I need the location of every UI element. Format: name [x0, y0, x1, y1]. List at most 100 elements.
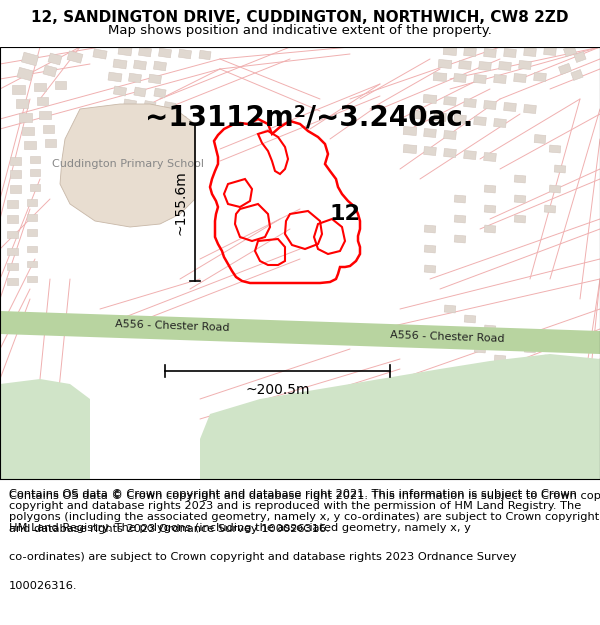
Bar [484, 49, 496, 58]
Bar [464, 48, 476, 56]
Text: A556 - Chester Road: A556 - Chester Road [390, 330, 505, 344]
Bar [424, 129, 436, 138]
Bar [27, 261, 37, 267]
Bar [7, 231, 17, 238]
Bar [514, 195, 526, 203]
Bar [464, 99, 476, 107]
Text: 100026316.: 100026316. [9, 581, 77, 591]
Bar [518, 61, 532, 69]
Bar [139, 48, 151, 57]
Bar [27, 214, 37, 221]
Bar [16, 99, 28, 107]
Bar [484, 325, 496, 333]
Bar [43, 65, 57, 77]
Bar [484, 101, 496, 109]
Bar [514, 215, 526, 223]
Bar [438, 59, 452, 69]
Text: A556 - Chester Road: A556 - Chester Road [115, 319, 230, 333]
Bar [424, 225, 436, 233]
Bar [48, 53, 62, 65]
Bar [7, 262, 17, 269]
Bar [128, 73, 142, 82]
Bar [43, 125, 53, 133]
Bar [571, 69, 583, 81]
Bar [30, 156, 40, 162]
Text: ~13112m²/~3.240ac.: ~13112m²/~3.240ac. [145, 103, 473, 131]
Bar [134, 60, 146, 70]
Bar [55, 81, 65, 89]
Bar [22, 127, 34, 135]
Bar [154, 61, 166, 71]
Text: co-ordinates) are subject to Crown copyright and database rights 2023 Ordnance S: co-ordinates) are subject to Crown copyr… [9, 552, 517, 562]
Bar [484, 152, 496, 161]
Bar [563, 46, 577, 57]
Bar [199, 50, 211, 60]
Bar [433, 72, 447, 81]
Bar [424, 146, 436, 156]
Text: Map shows position and indicative extent of the property.: Map shows position and indicative extent… [108, 24, 492, 37]
Bar [403, 126, 417, 136]
Bar [494, 119, 506, 127]
Bar [574, 51, 586, 62]
Bar [479, 61, 491, 71]
Bar [494, 74, 506, 84]
Bar [154, 88, 166, 98]
Bar [179, 49, 191, 59]
Bar [27, 276, 37, 282]
Bar [454, 74, 466, 82]
Polygon shape [200, 354, 600, 479]
Bar [544, 355, 556, 363]
Bar [113, 59, 127, 69]
Bar [503, 102, 517, 111]
Bar [443, 46, 457, 56]
Bar [24, 141, 36, 149]
Bar [10, 157, 20, 165]
Bar [544, 46, 556, 56]
Bar [549, 145, 561, 153]
Bar [93, 49, 107, 59]
Bar [7, 215, 17, 223]
Text: HM Land Registry. The polygons (including the associated geometry, namely x, y: HM Land Registry. The polygons (includin… [9, 522, 471, 532]
Bar [503, 49, 517, 58]
Text: Contains OS data © Crown copyright and database right 2021. This information is : Contains OS data © Crown copyright and d… [9, 491, 600, 501]
Text: ~200.5m: ~200.5m [245, 383, 310, 397]
Bar [464, 315, 476, 323]
Text: ~155.6m: ~155.6m [173, 170, 187, 235]
Bar [494, 355, 506, 363]
Bar [10, 170, 20, 178]
Bar [474, 345, 486, 353]
Text: Cuddington Primary School: Cuddington Primary School [52, 159, 204, 169]
Bar [544, 205, 556, 213]
Bar [149, 74, 161, 84]
Bar [11, 84, 25, 94]
Bar [118, 46, 132, 56]
Bar [113, 86, 127, 96]
Polygon shape [0, 379, 90, 479]
Bar [44, 139, 56, 147]
Bar [134, 87, 146, 97]
Bar [10, 185, 20, 193]
Bar [484, 205, 496, 213]
Bar [549, 185, 561, 193]
Bar [17, 68, 33, 81]
Bar [423, 94, 437, 104]
Bar [444, 305, 456, 313]
Bar [484, 185, 496, 193]
Bar [454, 195, 466, 203]
Bar [424, 245, 436, 253]
Bar [443, 96, 457, 106]
Bar [534, 134, 546, 144]
Bar [7, 248, 17, 254]
Bar [22, 52, 38, 66]
Bar [454, 114, 466, 124]
Bar [19, 112, 32, 121]
Bar [108, 72, 122, 82]
Bar [524, 345, 536, 353]
Bar [413, 111, 427, 119]
Bar [454, 235, 466, 243]
Bar [454, 215, 466, 223]
Bar [39, 111, 51, 119]
Text: 12: 12 [329, 204, 361, 224]
Bar [30, 184, 40, 191]
Bar [37, 97, 47, 105]
